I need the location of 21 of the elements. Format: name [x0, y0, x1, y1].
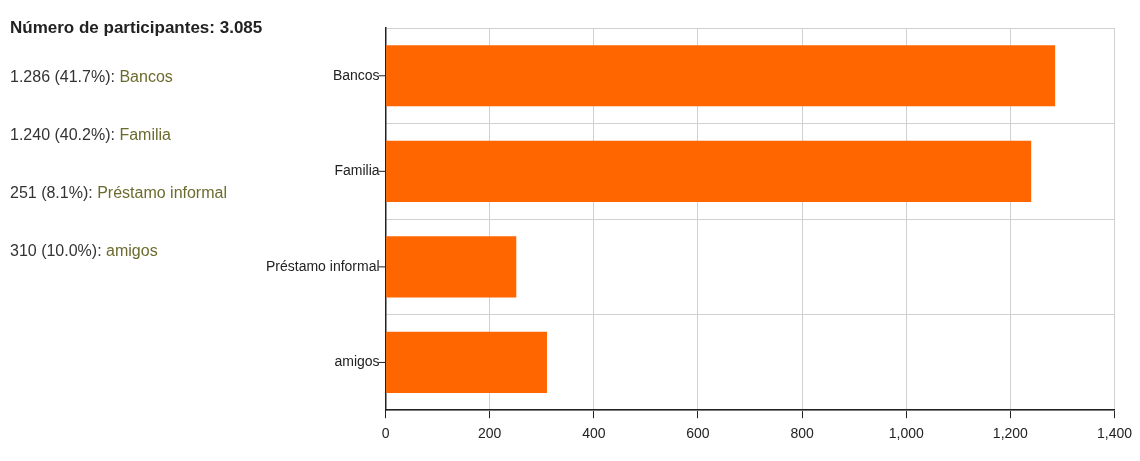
x-tick-label: 400	[582, 425, 606, 442]
text: 251 (8.1%): Préstamo informal	[10, 184, 228, 202]
y-tick-label: Familia	[334, 162, 380, 179]
y-tick-label: Préstamo informal	[266, 257, 380, 274]
bar	[386, 45, 1056, 107]
text: 1.286 (41.7%): Bancos	[10, 68, 174, 86]
x-tick-label: 600	[686, 425, 710, 442]
x-tick-label: 200	[478, 425, 502, 442]
y-tick-label: amigos	[334, 353, 380, 370]
x-tick-label: 1,400	[1096, 425, 1133, 442]
bar	[386, 331, 547, 393]
bar	[386, 236, 517, 298]
bar	[386, 140, 1032, 202]
x-tick-label: 0	[381, 425, 390, 442]
x-tick-label: 1,000	[888, 425, 924, 442]
text: 310 (10.0%): amigos	[10, 242, 158, 259]
text: 1.240 (40.2%): Familia	[10, 126, 172, 144]
x-tick-label: 800	[790, 425, 814, 442]
text: Número de participantes: 3.085	[10, 18, 264, 38]
y-tick-label: Bancos	[332, 66, 380, 83]
x-tick-label: 1,200	[992, 425, 1029, 442]
